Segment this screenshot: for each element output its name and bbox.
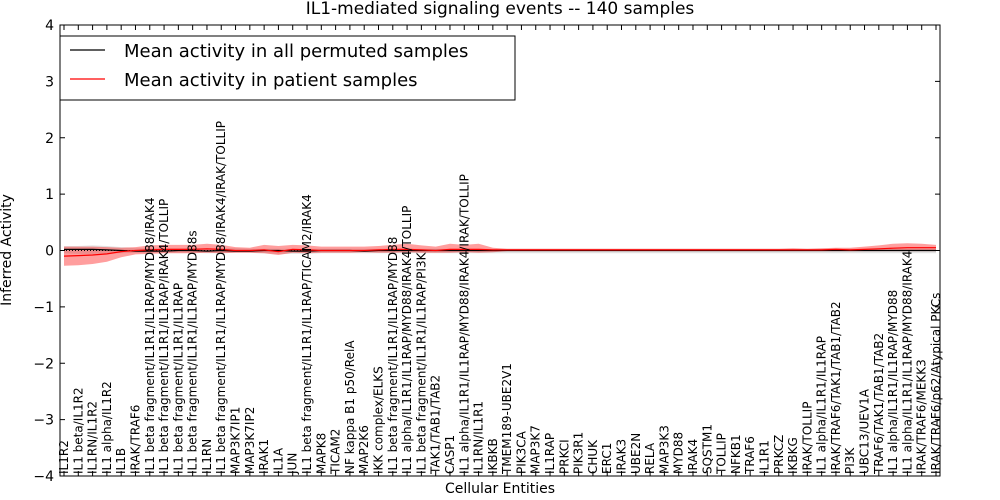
category-label: PIK3CA (514, 430, 528, 474)
category-label: NFKB1 (729, 434, 743, 474)
category-label: NF kappa B1 p50/RelA (343, 340, 357, 474)
category-label: IRAK/TRAF6/MEKK3 (915, 359, 929, 474)
category-labels: IL1R2 IL1 beta/IL1R2 IL1RN/IL1R2 IL1 alpha/… (57, 121, 943, 475)
category-label: IL1 beta fragment/IL1R1/IL1RAP/MYD88 (386, 237, 400, 474)
category-label: UBC13/UEV1A (858, 388, 872, 474)
category-label: MAP2K6 (357, 425, 371, 474)
category-label: ERC1 (600, 443, 614, 474)
category-label: CHUK (586, 439, 600, 474)
category-label: IL1R1 (758, 440, 772, 474)
category-label: IL1RN/IL1R2 (86, 401, 100, 474)
category-label: IL1A (271, 447, 285, 474)
category-label: IL1RAP (543, 433, 557, 474)
series-line-1 (63, 247, 936, 257)
y-tick-label: 2 (45, 131, 54, 147)
category-label: CASP1 (443, 435, 457, 474)
category-label: PRKCZ (772, 435, 786, 474)
category-label: IRAK3 (615, 439, 629, 474)
legend-label-patient: Mean activity in patient samples (124, 70, 418, 91)
category-label: IL1 beta fragment/IL1R1/IL1RAP/IRAK4/TOL… (157, 199, 171, 474)
y-tick-label: −3 (33, 413, 54, 429)
category-label: RELA (643, 442, 657, 474)
category-label: IL1R2 (57, 440, 71, 474)
category-label: IRAK/TRAF6/p62/Atypical PKCs (929, 293, 943, 474)
category-label: IL1 alpha/IL1R1/IL1RAP (815, 336, 829, 474)
chart-title: IL1-mediated signaling events -- 140 sam… (306, 0, 695, 19)
category-label: MAPK8 (314, 433, 328, 474)
category-label: IL1 alpha/IL1R1/IL1RAP/MYD88/IRAK4/TOLLI… (400, 206, 414, 474)
y-tick-label: −2 (33, 356, 54, 372)
y-tick-label: −4 (33, 469, 54, 485)
category-label: TAK1/TAB1/TAB2 (429, 375, 443, 475)
category-label: MYD88 (672, 432, 686, 474)
category-label: TMEM189-UBE2V1 (500, 363, 514, 475)
y-tick-label: 3 (45, 74, 54, 90)
category-label: IL1 beta/IL1R2 (71, 387, 85, 474)
category-label: MAP3K7IP2 (243, 407, 257, 474)
category-label: IL1 alpha/IL1R1/IL1RAP/MYD88/IRAK4/IRAK/… (457, 174, 471, 474)
category-label: IL1 beta fragment/IL1R1/IL1RAP/MYD88s (186, 230, 200, 474)
y-axis-label: Inferred Activity (0, 194, 15, 306)
category-label: IL1 alpha/IL1R2 (100, 381, 114, 474)
category-label: MAP3K7 (529, 425, 543, 474)
y-axis: −4 −3 −2 −1 0 1 2 3 4 (33, 18, 940, 485)
category-label: IRAK/TOLLIP (800, 402, 814, 474)
x-axis-label: Cellular Entities (445, 481, 555, 497)
category-label: PIK3R1 (572, 432, 586, 474)
category-label: IL1 alpha/IL1R1/IL1RAP/MYD88 (886, 290, 900, 474)
category-label: IL1 alpha/IL1R1/IL1RAP/MYD88/IRAK4 (900, 251, 914, 474)
y-tick-label: 1 (45, 187, 54, 203)
band-series-1 (64, 243, 936, 266)
category-label: IRAK4 (686, 439, 700, 474)
line-layer (60, 247, 940, 257)
category-label: IL1 beta fragment/IL1R1/IL1RAP/PI3K (414, 251, 428, 474)
category-label: IL1 beta fragment/IL1R1/IL1RAP/MYD88/IRA… (143, 197, 157, 474)
category-label: IL1RN/IL1R1 (472, 401, 486, 474)
category-label: IRAK/TRAF6/TAK1/TAB1/TAB2 (829, 301, 843, 474)
category-label: MAP3K7IP1 (229, 407, 243, 474)
y-tick-label: −1 (33, 300, 54, 316)
x-axis (63, 25, 937, 476)
category-label: TICAM2 (329, 429, 343, 475)
legend-box (59, 35, 516, 101)
y-tick-label: 0 (45, 244, 54, 260)
category-label: SQSTM1 (700, 424, 714, 474)
category-label: IL1B (114, 448, 128, 474)
category-label: IL1 beta fragment/IL1R1/IL1RAP/MYD88/IRA… (214, 121, 228, 474)
category-label: PRKCI (557, 439, 571, 474)
category-label: IRAK1 (257, 439, 271, 474)
legend-label-permuted: Mean activity in all permuted samples (124, 41, 468, 62)
category-label: TOLLIP (715, 433, 729, 475)
category-label: TRAF6 (743, 436, 757, 475)
category-label: IKBKB (486, 438, 500, 474)
category-label: UBE2N (629, 433, 643, 474)
category-label: IRAK/TRAF6 (129, 405, 143, 474)
category-label: PI3K (843, 447, 857, 474)
category-label: IKBKG (786, 437, 800, 474)
category-label: IL1RN (200, 439, 214, 474)
category-label: IL1 beta fragment/IL1R1/IL1RAP/TICAM2/IR… (300, 194, 314, 474)
y-tick-label: 4 (45, 18, 54, 34)
category-label: TRAF6/TAK1/TAB1/TAB2 (872, 333, 886, 475)
category-label: MAP3K3 (657, 425, 671, 474)
category-label: IL1 beta fragment/IL1R1/IL1RAP (171, 283, 185, 474)
category-label: IKK complex/ELKS (372, 366, 386, 474)
legend: Mean activity in all permuted samples Me… (59, 35, 516, 101)
category-label: JUN (286, 453, 300, 475)
